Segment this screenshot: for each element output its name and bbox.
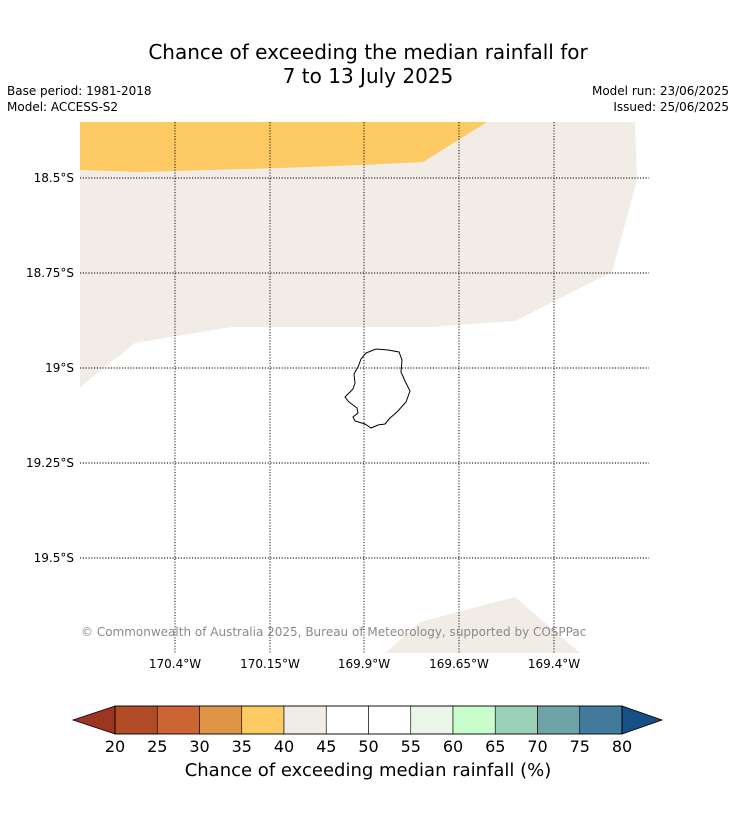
colorbar-cell bbox=[579, 705, 623, 735]
colorbar-tick-label: 80 bbox=[611, 737, 633, 756]
colorbar-tick-label: 40 bbox=[273, 737, 295, 756]
rainfall-map bbox=[80, 122, 649, 653]
region-40-45-north bbox=[80, 122, 637, 387]
lon-label-169-4: 169.4°W bbox=[527, 657, 581, 671]
lon-label-170-4: 170.4°W bbox=[148, 657, 202, 671]
base-period-text: Base period: 1981-2018 bbox=[7, 84, 152, 98]
colorbar-cell bbox=[368, 705, 412, 735]
colorbar-cell bbox=[283, 705, 327, 735]
colorbar-tick-label: 65 bbox=[485, 737, 506, 756]
colorbar-cell bbox=[325, 705, 369, 735]
colorbar-cell bbox=[114, 705, 158, 735]
lat-label-19-5: 19.5°S bbox=[33, 551, 74, 565]
colorbar-tick-label: 35 bbox=[231, 737, 252, 756]
map-title-line-2: 7 to 13 July 2025 bbox=[282, 64, 454, 88]
lon-label-169-65: 169.65°W bbox=[429, 657, 489, 671]
colorbar-label: Chance of exceeding median rainfall (%) bbox=[184, 760, 552, 781]
colorbar-cell bbox=[452, 705, 496, 735]
model-run-text: Model run: 23/06/2025 bbox=[591, 84, 729, 98]
colorbar-tick-label: 20 bbox=[104, 737, 126, 756]
lat-label-19: 19°S bbox=[45, 361, 74, 375]
colorbar-tick-label: 25 bbox=[147, 737, 168, 756]
colorbar-tick-label: 45 bbox=[316, 737, 337, 756]
model-text: Model: ACCESS-S2 bbox=[7, 100, 119, 114]
colorbar-cell bbox=[199, 705, 243, 735]
copyright-notice: © Commonwealth of Australia 2025, Bureau… bbox=[81, 625, 587, 639]
colorbar-cell bbox=[494, 705, 538, 735]
colorbar-tick-label: 60 bbox=[442, 737, 464, 756]
colorbar-cell bbox=[156, 705, 200, 735]
region-35-40-north bbox=[80, 122, 487, 172]
colorbar-tick-label: 75 bbox=[569, 737, 590, 756]
region-40-45-south bbox=[385, 597, 580, 653]
colorbar-under-arrow bbox=[71, 705, 116, 735]
colorbar-tick-label: 30 bbox=[189, 737, 210, 756]
lat-label-18-75: 18.75°S bbox=[26, 266, 74, 280]
lat-label-19-25: 19.25°S bbox=[26, 456, 74, 470]
lon-label-169-9: 169.9°W bbox=[337, 657, 391, 671]
niue-island-outline bbox=[344, 348, 411, 429]
colorbar-cell bbox=[241, 705, 285, 735]
colorbar-cell bbox=[410, 705, 454, 735]
issued-text: Issued: 25/06/2025 bbox=[613, 100, 729, 114]
colorbar-tick-label: 55 bbox=[400, 737, 421, 756]
colorbar-over-arrow bbox=[621, 705, 664, 735]
lat-label-18-5: 18.5°S bbox=[33, 171, 74, 185]
colorbar-tick-label: 70 bbox=[527, 737, 548, 756]
colorbar-tick-label: 50 bbox=[358, 737, 379, 756]
colorbar-frame bbox=[114, 705, 623, 735]
map-title-line-1: Chance of exceeding the median rainfall … bbox=[148, 40, 588, 64]
colorbar-cell bbox=[537, 705, 581, 735]
graticule bbox=[80, 122, 649, 653]
lon-label-170-15: 170.15°W bbox=[240, 657, 300, 671]
